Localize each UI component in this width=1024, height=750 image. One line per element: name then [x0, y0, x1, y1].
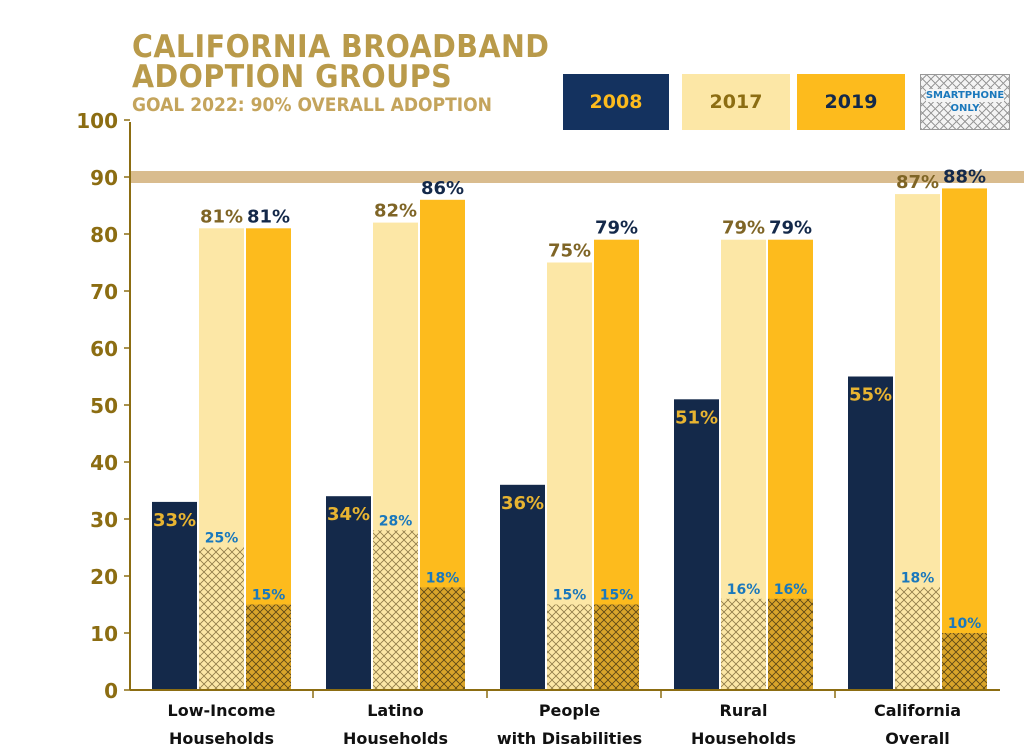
bar-2008-2 — [500, 484, 545, 690]
y-tick-label: 50 — [90, 394, 118, 418]
x-category-label: California — [874, 701, 961, 720]
y-tick-label: 70 — [90, 280, 118, 304]
data-label-smartphone-2017: 25% — [205, 531, 239, 547]
data-label-2019: 81% — [247, 206, 290, 227]
axis-layer: 0 10 20 30 40 50 60 70 80 90 100 — [76, 109, 1000, 703]
data-label-2017: 81% — [200, 206, 243, 227]
bar-2008-1 — [326, 496, 371, 690]
data-label-2019: 79% — [595, 218, 638, 239]
data-label-2019: 86% — [421, 178, 464, 199]
chart-subtitle: GOAL 2022: 90% OVERALL ADOPTION — [132, 94, 492, 116]
legend-2008-label: 2008 — [589, 91, 643, 113]
data-label-2008: 36% — [501, 493, 544, 514]
data-label-2019: 79% — [769, 218, 812, 239]
data-label-2008: 33% — [153, 510, 196, 531]
x-category-label: Households — [691, 729, 796, 748]
data-label-smartphone-2019: 16% — [774, 582, 808, 598]
legend-2019-label: 2019 — [824, 91, 878, 113]
legend-smartphone-only: SMARTPHONE ONLY — [920, 74, 1010, 130]
x-category-label: Households — [343, 729, 448, 748]
y-tick-label: 80 — [90, 223, 118, 247]
y-tick-label: 40 — [90, 451, 118, 475]
x-category-label: Low-Income — [168, 701, 276, 720]
data-label-2017: 79% — [722, 218, 765, 239]
y-tick-label: 20 — [90, 565, 118, 589]
y-tick-label: 10 — [90, 622, 118, 646]
data-label-smartphone-2019: 10% — [948, 616, 982, 632]
bar-smartphone-2017-2 — [547, 604, 592, 690]
data-label-2019: 88% — [943, 166, 986, 187]
bar-2008-0 — [152, 501, 197, 690]
legend-smartphone-line2: ONLY — [950, 102, 980, 115]
data-label-2008: 55% — [849, 385, 892, 406]
data-label-smartphone-2019: 15% — [252, 588, 286, 604]
bar-smartphone-2019-3 — [768, 598, 813, 690]
y-tick-label: 90 — [90, 166, 118, 190]
data-label-smartphone-2019: 18% — [426, 570, 460, 586]
bar-smartphone-2017-4 — [895, 587, 940, 690]
legend-2019: 2019 — [797, 74, 905, 130]
y-tick-label: 60 — [90, 337, 118, 361]
bar-2019-4 — [942, 188, 987, 690]
y-tick-label: 100 — [76, 109, 118, 133]
bar-smartphone-2019-2 — [594, 604, 639, 690]
data-label-2017: 82% — [374, 201, 417, 222]
bars-layer — [152, 188, 987, 691]
legend-smartphone-line1: SMARTPHONE — [925, 89, 1005, 102]
x-category-label: Households — [169, 729, 274, 748]
legend-2017-label: 2017 — [709, 91, 763, 113]
bar-smartphone-2019-0 — [246, 604, 291, 690]
data-label-2017: 87% — [896, 172, 939, 193]
y-tick-label: 0 — [104, 679, 118, 703]
data-label-2017: 75% — [548, 241, 591, 262]
legend-2017: 2017 — [682, 74, 790, 130]
y-tick-label: 30 — [90, 508, 118, 532]
legend-2008: 2008 — [563, 74, 669, 130]
data-label-smartphone-2017: 15% — [553, 588, 587, 604]
goal-line-layer — [130, 171, 1024, 183]
data-label-smartphone-2017: 18% — [901, 570, 935, 586]
goal-line — [130, 171, 1024, 183]
bar-smartphone-2017-3 — [721, 598, 766, 690]
data-label-smartphone-2017: 28% — [379, 513, 413, 529]
chart-title: CALIFORNIA BROADBAND ADOPTION GROUPS — [132, 29, 550, 95]
data-label-2008: 34% — [327, 504, 370, 525]
bar-smartphone-2019-4 — [942, 633, 987, 690]
labels-layer: Low-Income Households Latino Households Peop… — [153, 166, 986, 748]
x-category-label: Rural — [720, 701, 768, 720]
bar-smartphone-2017-1 — [373, 530, 418, 690]
bar-smartphone-2017-0 — [199, 547, 244, 690]
data-label-smartphone-2017: 16% — [727, 582, 761, 598]
x-category-label: People — [539, 701, 601, 720]
data-label-smartphone-2019: 15% — [600, 588, 634, 604]
x-category-label: with Disabilities — [497, 729, 642, 748]
x-category-label: Latino — [367, 701, 424, 720]
bar-2008-4 — [848, 376, 893, 690]
bar-2008-3 — [674, 399, 719, 690]
data-label-2008: 51% — [675, 407, 718, 428]
bar-smartphone-2019-1 — [420, 587, 465, 690]
x-category-label: Overall — [885, 729, 950, 748]
